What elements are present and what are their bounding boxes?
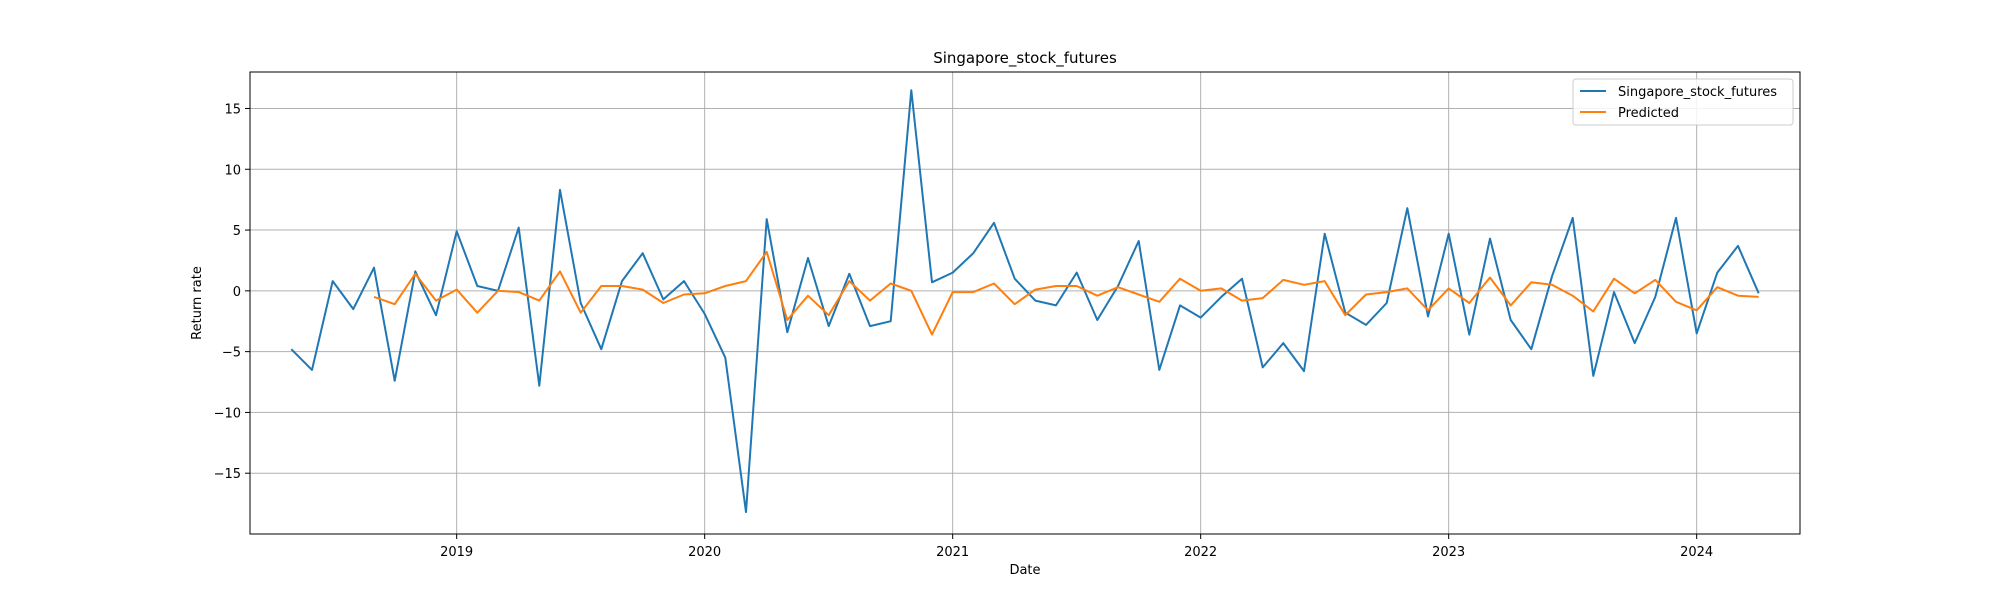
plot-frame [249,71,1801,535]
legend-label-singapore-stock-futures: Singapore_stock_futures [1618,85,1777,100]
y-tick-label: 0 [233,285,241,300]
series-layer [290,89,1760,514]
x-tick-label: 2020 [688,545,721,560]
legend-label-predicted: Predicted [1618,106,1679,121]
grid-lines [250,72,1800,534]
y-axis-label: Return rate [190,266,205,340]
y-tick-label: −10 [214,406,241,421]
y-tick-label: 15 [224,102,241,117]
legend-box [1572,78,1794,126]
series-line-singapore-stock-futures [290,89,1760,514]
y-tick-label: −15 [214,467,241,482]
y-tick-label: −5 [222,346,241,361]
x-tick-label: 2024 [1680,545,1713,560]
y-tick-label: 5 [233,224,241,239]
axis-ticks: 15 10 5 0 −5 −10 −15 2019 2020 2021 2022 2023 2024 [214,102,1714,560]
x-tick-label: 2019 [440,545,473,560]
x-tick-label: 2021 [936,545,969,560]
series-line-predicted [373,250,1759,336]
legend: Singapore_stock_futures Predicted [1572,78,1794,126]
x-tick-label: 2023 [1432,545,1465,560]
y-tick-label: 10 [224,163,241,178]
chart-title: Singapore_stock_futures [933,49,1117,68]
x-tick-label: 2022 [1184,545,1217,560]
x-axis-label: Date [1009,563,1040,578]
